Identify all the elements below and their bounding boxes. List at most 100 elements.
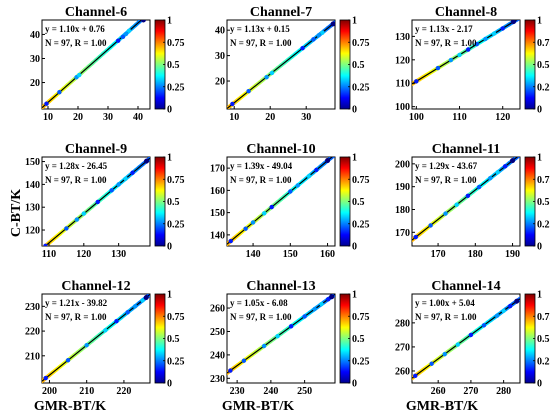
data-point: [510, 158, 516, 164]
y-tick-label: 200: [395, 159, 410, 170]
fit-equation: y = 1.10x + 0.76: [45, 24, 105, 34]
panel-title: Channel-8: [435, 5, 497, 20]
x-axis-label-1: GMR-BT/K: [34, 399, 106, 414]
colorbar-tick-label: 0.5: [537, 60, 550, 71]
fit-stats: N = 97, R = 1.00: [415, 38, 477, 48]
data-point: [502, 164, 508, 169]
colorbar-tick-label: 0.5: [537, 197, 550, 208]
data-point: [65, 358, 71, 363]
data-point: [81, 211, 87, 216]
colorbar-tick-label: 0.75: [167, 175, 185, 186]
colorbar-tick-label: 0.25: [352, 82, 370, 93]
data-point: [443, 211, 448, 216]
y-tick-label: 280: [395, 318, 410, 329]
colorbar-tick-label: 1: [537, 290, 542, 301]
colorbar-tick-label: 0: [352, 379, 357, 390]
x-tick-label: 230: [230, 386, 245, 397]
x-tick-label: 270: [463, 386, 478, 397]
regression-line: [42, 294, 150, 382]
panel-9: Channel-14 y = 1.00x + 5.04 N = 97, R = 1.…: [395, 279, 550, 397]
fit-stats: N = 97, R = 1.00: [415, 175, 477, 185]
data-point: [300, 46, 305, 51]
panel-5: Channel-10 y = 1.39x - 49.04 N = 97, R = 1…: [210, 142, 370, 260]
colorbar-tick-label: 0.75: [167, 312, 185, 323]
colorbar-tick-label: 0: [537, 105, 542, 116]
data-point: [316, 33, 321, 38]
colorbar-tick-label: 0.25: [537, 356, 550, 367]
data-point: [319, 301, 324, 307]
colorbar-tick-label: 0.25: [352, 219, 370, 230]
panel-2: Channel-7 y = 1.13x + 0.15 N = 97, R = 1.0…: [215, 5, 370, 123]
colorbar-tick-label: 0: [167, 242, 172, 253]
x-tick-label: 30: [103, 112, 113, 123]
data-point: [44, 101, 49, 106]
data-point: [264, 75, 269, 80]
density-band-segment: [146, 12, 150, 15]
colorbar-tick-label: 0.25: [167, 356, 185, 367]
y-tick-label: 180: [395, 205, 410, 216]
x-tick-label: 130: [111, 249, 126, 260]
data-point: [495, 170, 500, 175]
colorbar-tick-label: 0.75: [167, 38, 185, 49]
data-point: [491, 31, 497, 36]
data-point: [435, 65, 441, 71]
y-tick-label: 190: [395, 182, 410, 193]
data-point: [43, 243, 48, 246]
data-point: [125, 310, 130, 315]
data-point: [448, 57, 454, 63]
y-tick-label: 140: [25, 180, 40, 191]
data-point: [454, 202, 459, 207]
x-tick-label: 160: [320, 249, 335, 260]
fit-stats: N = 97, R = 1.00: [415, 312, 477, 322]
y-tick-label: 150: [210, 208, 225, 219]
colorbar-tick-label: 1: [352, 153, 357, 164]
colorbar-tick-label: 1: [537, 153, 542, 164]
colorbar-tick-label: 0: [167, 105, 172, 116]
colorbar-tick-label: 0.5: [537, 334, 550, 345]
x-tick-label: 190: [505, 249, 520, 260]
panel-title: Channel-10: [246, 142, 315, 157]
data-point: [123, 176, 128, 181]
data-point: [261, 343, 267, 349]
panel-3: Channel-8 y = 1.13x - 2.17 N = 97, R = 1.0…: [395, 5, 550, 123]
data-point: [295, 183, 300, 188]
data-point: [275, 333, 280, 339]
x-tick-label: 220: [116, 386, 131, 397]
panel-title: Channel-12: [61, 279, 130, 294]
colorbar-tick-label: 1: [167, 153, 172, 164]
fit-equation: y = 1.21x - 39.82: [45, 298, 108, 308]
data-point: [228, 368, 233, 373]
panel-1: Channel-6 y = 1.10x + 0.76 N = 97, R = 1.0…: [30, 5, 185, 123]
colorbar-tick-label: 0.75: [352, 312, 370, 323]
data-point: [114, 318, 119, 324]
panel-4: Channel-9 y = 1.28x - 26.45 N = 97, R = 1.…: [25, 142, 185, 260]
panel-title: Channel-13: [246, 279, 315, 294]
colorbar-tick-label: 1: [167, 290, 172, 301]
y-tick-label: 170: [395, 228, 410, 239]
data-point: [314, 167, 319, 173]
data-point: [488, 176, 493, 181]
y-tick-label: 160: [210, 186, 225, 197]
colorbar-tick-label: 0.25: [167, 82, 185, 93]
data-point: [312, 306, 317, 312]
colorbar-tick-label: 0: [537, 242, 542, 253]
colorbar-tick-label: 0.5: [352, 334, 365, 345]
colorbar-tick-label: 0: [537, 379, 542, 390]
data-point: [109, 188, 114, 193]
y-tick-label: 20: [215, 77, 225, 88]
data-point: [311, 37, 316, 42]
data-point: [511, 20, 517, 25]
plot-frame: [411, 156, 521, 247]
fit-equation: y = 1.28x - 26.45: [45, 161, 108, 171]
data-point: [288, 189, 293, 194]
x-tick-label: 140: [246, 249, 261, 260]
colorbar-tick-label: 0: [167, 379, 172, 390]
y-tick-label: 130: [395, 32, 410, 43]
x-tick-label: 170: [431, 249, 446, 260]
data-point: [43, 375, 48, 381]
colorbar-tick-label: 0.25: [352, 356, 370, 367]
data-point: [507, 303, 513, 309]
x-tick-label: 100: [409, 112, 424, 123]
data-point: [326, 296, 331, 302]
y-tick-label: 30: [215, 51, 225, 62]
